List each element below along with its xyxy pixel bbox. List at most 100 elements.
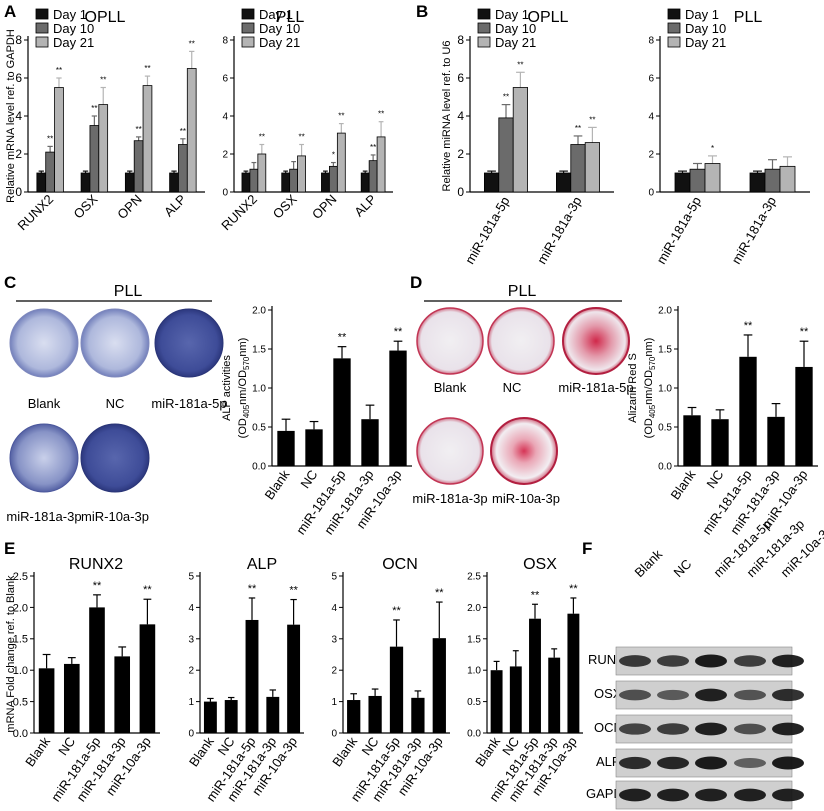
bar [336, 132, 346, 193]
wb-band [657, 756, 689, 770]
legend-label: Day 1 [259, 7, 293, 22]
dish-c-blank [9, 308, 79, 378]
bar [178, 144, 188, 193]
x-tick-label: NC [297, 467, 320, 491]
y-tick-label: 1 [188, 697, 194, 708]
significance-label: ** [259, 133, 265, 142]
legend-swatch [667, 36, 681, 48]
significance-label: ** [503, 93, 509, 102]
significance-label: ** [136, 125, 142, 134]
bar [360, 172, 370, 193]
x-tick-label: OSX [70, 191, 100, 221]
dish-d-label-mir-181a-3p: miR-181a-3p [412, 491, 487, 506]
y-tick-label: 2 [331, 666, 337, 677]
panel-f-western-blot: Blank NC miR-181a-5p miR-181a-3p miR-10a… [586, 516, 824, 810]
bar [529, 618, 541, 733]
dish-d-label-mir-181a-5p: miR-181a-5p [558, 380, 633, 395]
bar [114, 656, 131, 733]
y-tick-label: 3 [188, 634, 194, 645]
bar [203, 701, 217, 733]
chart-title: PLL [734, 9, 763, 26]
panel-letter-e: E [4, 539, 15, 558]
y-tick-label: 0.5 [13, 696, 28, 708]
bar [266, 696, 280, 733]
bar [321, 172, 330, 193]
bar [432, 638, 446, 733]
legend-swatch [667, 8, 681, 20]
bar [45, 151, 55, 193]
bar [241, 172, 251, 193]
dish-c-nc [80, 308, 150, 378]
bar [779, 165, 796, 193]
wb-band [695, 654, 727, 668]
y-tick-label: 8 [648, 36, 654, 47]
bar [368, 695, 382, 733]
legend-label: Day 10 [259, 21, 300, 36]
y-tick-label: 4 [331, 603, 337, 614]
bar [54, 87, 64, 193]
wb-lane-label: NC [671, 556, 695, 580]
y-tick-label: 0 [222, 188, 228, 199]
y-tick-label: 2 [457, 147, 464, 161]
bar [711, 419, 729, 466]
panel-letter-d: D [410, 273, 422, 292]
significance-label: ** [298, 133, 304, 142]
y-tick-label: 1.5 [252, 345, 266, 356]
y-tick-label: 0.0 [467, 729, 481, 740]
legend-swatch [477, 8, 491, 20]
wb-band [772, 756, 804, 770]
chart-title: RUNX2 [69, 556, 123, 573]
y-tick-label: 2.0 [467, 603, 481, 614]
significance-label: ** [189, 39, 195, 48]
significance-label: ** [143, 584, 152, 596]
bar [483, 172, 500, 193]
wb-band [619, 788, 651, 802]
panel-letter-c: C [4, 273, 16, 292]
legend-swatch [477, 36, 491, 48]
x-tick-label: miR-181a-3p [729, 194, 780, 267]
bar [36, 172, 47, 193]
dish-d-label-blank: Blank [434, 380, 467, 395]
dish-c-label-mir-181a-3p: miR-181a-3p [6, 509, 81, 524]
y-tick-label: 2.0 [252, 306, 266, 317]
significance-label: ** [744, 320, 753, 332]
bar [333, 358, 351, 466]
y-tick-label: 6 [648, 74, 654, 85]
y-tick-label: 1.0 [467, 666, 481, 677]
significance-label: ** [180, 127, 186, 136]
panel-c-dishes: PLL Blank NC miR-181a-5p miR-181a-3p miR… [6, 283, 226, 524]
y-tick-label: 4 [222, 112, 228, 123]
dish-c-mir-10a-3p [80, 423, 150, 493]
significance-label: ** [47, 134, 53, 143]
y-tick-label: 0 [648, 188, 654, 199]
x-tick-label: NC [55, 734, 78, 758]
wb-band [657, 723, 689, 735]
wb-row-label: OSX [594, 686, 622, 701]
bar [63, 663, 80, 733]
y-axis-sublabel-part: 570 [648, 356, 657, 370]
significance-label: ** [91, 104, 97, 113]
bar [169, 172, 179, 193]
y-tick-label: 6 [15, 71, 22, 85]
bar [224, 700, 238, 733]
x-tick-label: NC [703, 467, 726, 491]
panel-letter-a: A [4, 2, 16, 21]
bar [328, 165, 338, 193]
panel-d-dishes: PLL Blank NC miR-181a-5p miR-181a-3p miR… [412, 283, 633, 506]
x-tick-label: miR-181a-5p [462, 194, 513, 267]
legend-label: Day 1 [685, 7, 719, 22]
significance-label: ** [93, 580, 102, 592]
y-axis-sublabel-part: (OD [643, 418, 655, 438]
bar [411, 697, 425, 733]
x-tick-label: miR-181a-3p [534, 194, 585, 267]
y-tick-label: 2.0 [13, 602, 28, 614]
x-tick-label: OPN [309, 192, 340, 223]
y-tick-label: 1 [331, 697, 337, 708]
dish-d-nc [487, 307, 555, 375]
bar [509, 666, 522, 733]
bar [764, 168, 781, 193]
